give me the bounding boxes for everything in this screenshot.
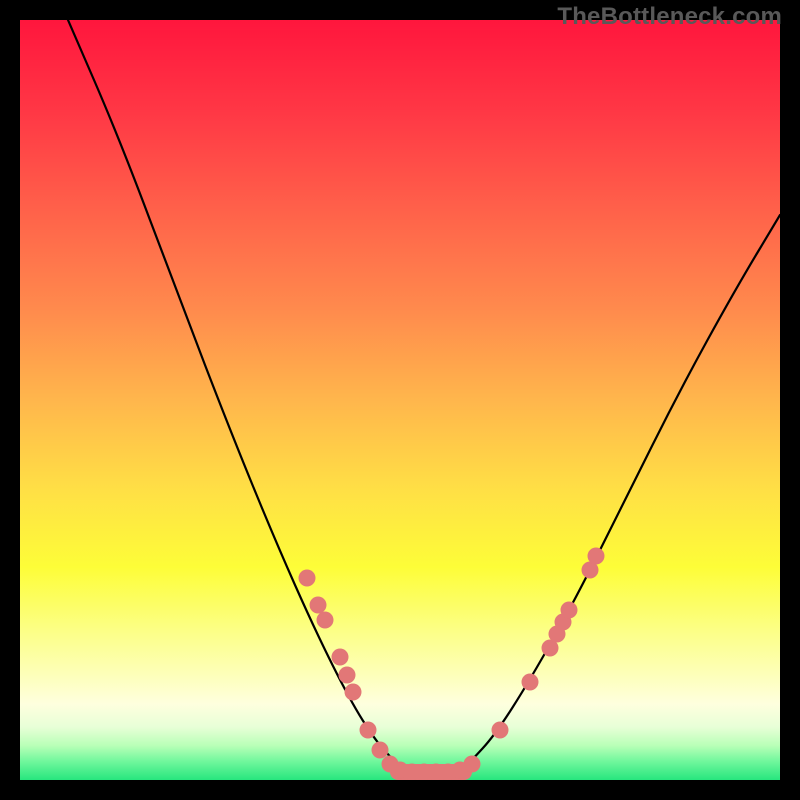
curve-marker bbox=[492, 722, 509, 739]
curve-marker bbox=[339, 667, 356, 684]
curve-marker bbox=[317, 612, 334, 629]
curve-marker bbox=[360, 722, 377, 739]
curve-marker bbox=[588, 548, 605, 565]
bottleneck-chart bbox=[20, 20, 780, 780]
curve-marker bbox=[522, 674, 539, 691]
curve-marker bbox=[372, 742, 389, 759]
curve-marker bbox=[299, 570, 316, 587]
curve-marker bbox=[345, 684, 362, 701]
curve-marker bbox=[561, 602, 578, 619]
watermark-text: TheBottleneck.com bbox=[557, 3, 782, 31]
curve-marker bbox=[464, 756, 481, 773]
gradient-background bbox=[20, 20, 780, 780]
curve-marker bbox=[310, 597, 327, 614]
curve-marker bbox=[332, 649, 349, 666]
